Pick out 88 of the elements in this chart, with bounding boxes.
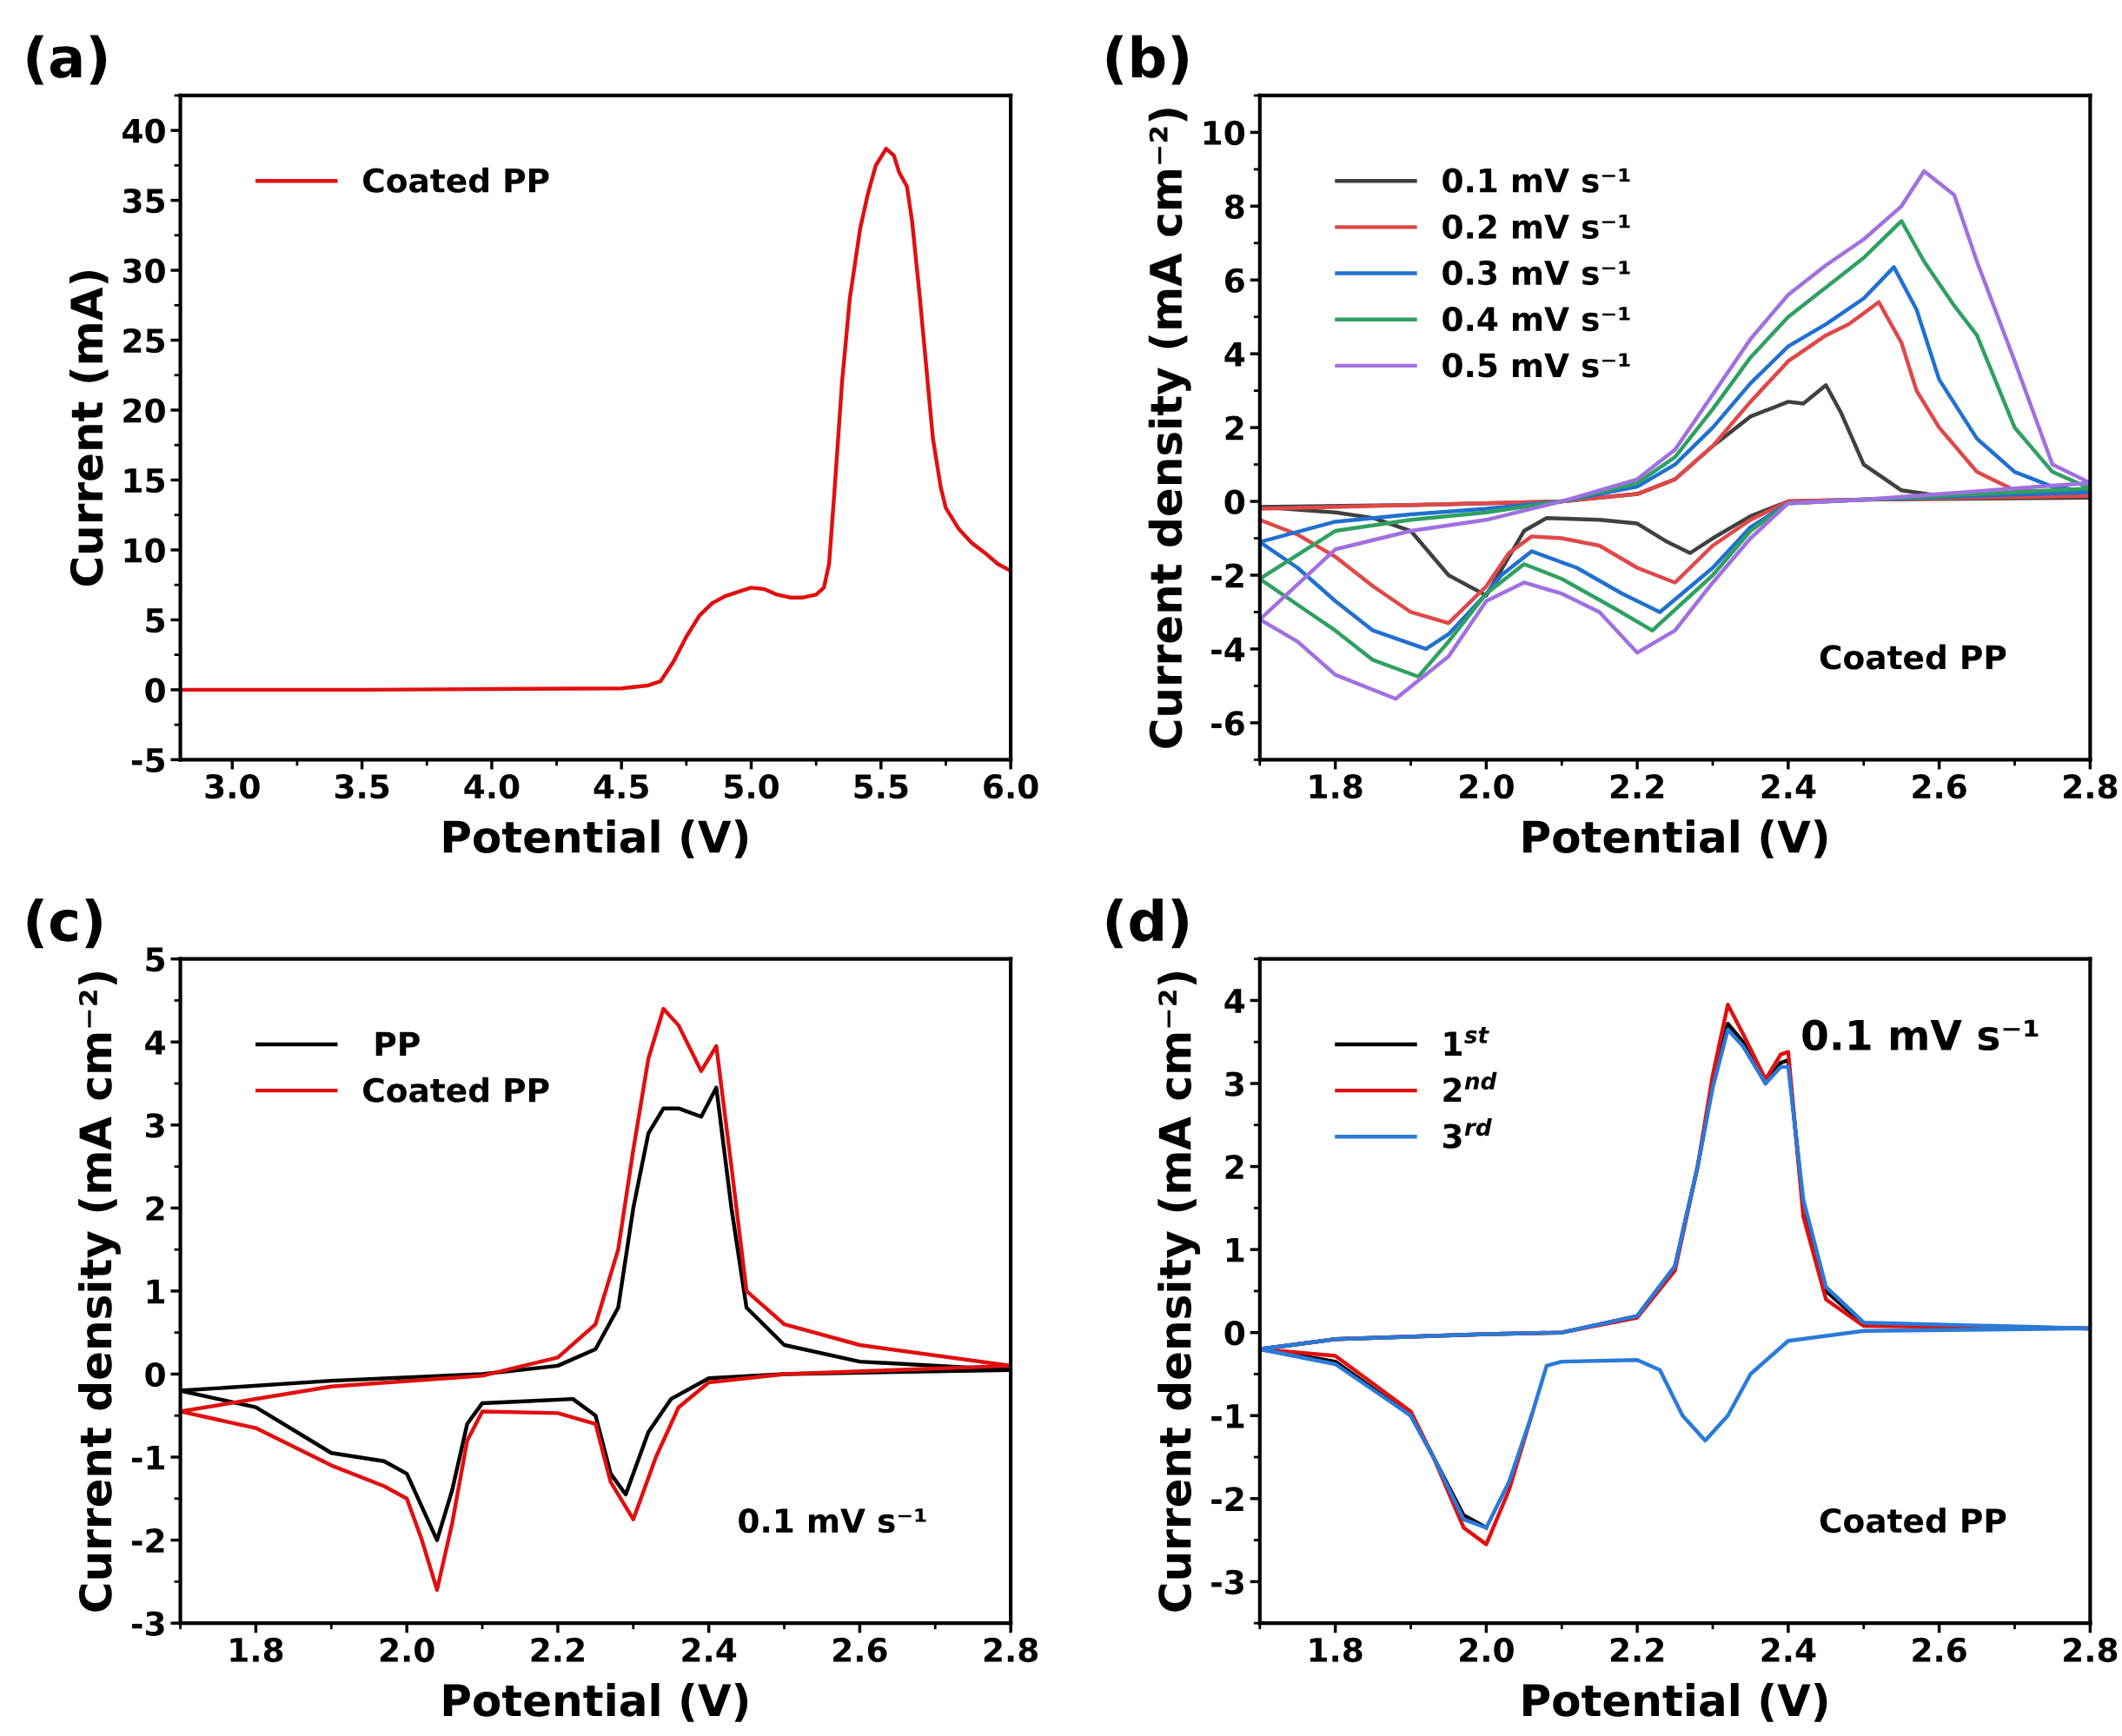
y-axis-title: Current density (mA cm⁻²) <box>1148 109 1191 748</box>
x-tick-label: 5.5 <box>854 774 908 799</box>
y-tick-label: 5 <box>146 947 164 972</box>
x-tick-label: 2.0 <box>1460 773 1514 799</box>
y-tick-label: 30 <box>123 258 165 283</box>
x-axis-title: Potential (V) <box>443 819 748 858</box>
y-axis-title: Current density (mA cm⁻²) <box>78 971 121 1612</box>
x-tick-label: 2.6 <box>833 1637 887 1663</box>
x-tick-label: 2.2 <box>531 1637 584 1662</box>
annotation: 0.1 mV s⁻¹ <box>739 1507 926 1534</box>
x-tick-label: 3.0 <box>205 773 260 799</box>
y-tick-label: 3 <box>1225 1071 1243 1097</box>
y-tick-label: 40 <box>123 118 165 143</box>
y-tick-label: -6 <box>1211 711 1244 736</box>
y-tick-label: -3 <box>131 1611 164 1636</box>
x-tick-label: 2.6 <box>1913 773 1966 799</box>
x-tick-label: 1.8 <box>1310 773 1363 799</box>
y-tick-label: 2 <box>1225 415 1243 441</box>
chart-title: (a) <box>27 35 107 85</box>
x-tick-label: 2.6 <box>1913 1637 1966 1663</box>
y-tick-label: 6 <box>1225 268 1244 294</box>
legend-label: 3$^{rd}$ <box>1442 1117 1492 1149</box>
x-tick-label: 3.5 <box>335 773 389 799</box>
y-tick-label: 35 <box>123 189 164 214</box>
y-tick-label: 5 <box>146 608 164 633</box>
legend-label: 0.4 mV s⁻¹ <box>1442 306 1630 332</box>
annotation: Coated PP <box>1820 1507 2006 1534</box>
y-axis-title: Current density (mA cm⁻²) <box>1157 971 1201 1612</box>
legend-label: 0.5 mV s⁻¹ <box>1442 353 1630 378</box>
legend-label: 2$^{nd}$ <box>1443 1071 1497 1103</box>
x-tick-label: 2.0 <box>1460 1637 1514 1663</box>
y-tick-label: -4 <box>1211 637 1245 662</box>
y-tick-label: 2 <box>1225 1154 1243 1179</box>
x-tick-label: 2.4 <box>682 1637 737 1662</box>
y-tick-label: 0 <box>145 1362 165 1388</box>
legend-label: 1$^{st}$ <box>1444 1027 1489 1056</box>
y-tick-label: 1 <box>1226 1238 1244 1262</box>
y-tick-label: -2 <box>1211 563 1243 588</box>
y-tick-label: 20 <box>123 398 165 423</box>
y-tick-label: -5 <box>131 748 164 773</box>
x-tick-label: 1.8 <box>1310 1637 1363 1663</box>
y-tick-label: 4 <box>145 1030 165 1055</box>
chart-title: (b) <box>1106 35 1188 85</box>
y-tick-label: 15 <box>124 468 164 494</box>
x-tick-label: 6.0 <box>984 773 1038 799</box>
chart-title: (c) <box>27 898 102 949</box>
legend-label: 0.3 mV s⁻¹ <box>1442 260 1630 286</box>
y-tick-label: 0 <box>145 678 165 703</box>
y-tick-label: 3 <box>146 1113 164 1138</box>
y-tick-label: 0 <box>1224 1321 1245 1346</box>
legend-label: 0.2 mV s⁻¹ <box>1442 214 1630 240</box>
annotation: 0.1 mV s⁻¹ <box>1802 1019 2039 1051</box>
y-tick-label: 10 <box>1204 120 1245 146</box>
x-tick-label: 4.0 <box>464 773 520 799</box>
x-tick-label: 2.8 <box>984 1637 1038 1663</box>
y-axis-title: Current (mA) <box>69 270 109 586</box>
y-tick-label: -2 <box>1211 1487 1243 1512</box>
annotation: Coated PP <box>1820 644 2006 670</box>
x-axis-title: Potential (V) <box>1523 819 1827 858</box>
x-tick-label: 2.2 <box>1610 773 1664 798</box>
legend-label: Coated PP <box>363 167 549 193</box>
x-tick-label: 2.4 <box>1761 773 1816 798</box>
y-tick-label: 1 <box>147 1279 165 1304</box>
y-tick-label: 2 <box>146 1196 164 1221</box>
x-axis-title: Potential (V) <box>443 1683 748 1722</box>
y-tick-label: 4 <box>1224 342 1245 367</box>
y-tick-label: 10 <box>124 538 165 563</box>
x-tick-label: 2.8 <box>2064 773 2118 799</box>
y-tick-label: 0 <box>1224 489 1245 514</box>
x-tick-label: 2.2 <box>1610 1637 1664 1662</box>
y-tick-label: -1 <box>131 1445 165 1470</box>
y-tick-label: -2 <box>131 1527 164 1553</box>
y-tick-label: 8 <box>1225 194 1244 220</box>
y-tick-label: 25 <box>123 328 164 354</box>
chart-title: (d) <box>1106 898 1188 949</box>
legend-label: Coated PP <box>363 1077 549 1103</box>
legend-label: 0.1 mV s⁻¹ <box>1442 168 1630 193</box>
x-tick-label: 2.4 <box>1761 1637 1816 1662</box>
y-tick-label: -3 <box>1211 1569 1243 1595</box>
x-axis-title: Potential (V) <box>1523 1683 1827 1722</box>
x-tick-label: 5.0 <box>725 773 779 799</box>
x-tick-label: 4.5 <box>593 774 648 799</box>
y-tick-label: -1 <box>1211 1404 1244 1428</box>
y-tick-label: 4 <box>1224 989 1245 1013</box>
x-tick-label: 2.8 <box>2064 1637 2118 1663</box>
x-tick-label: 2.0 <box>380 1637 434 1663</box>
x-tick-label: 1.8 <box>230 1637 283 1663</box>
legend-label: PP <box>375 1031 420 1057</box>
